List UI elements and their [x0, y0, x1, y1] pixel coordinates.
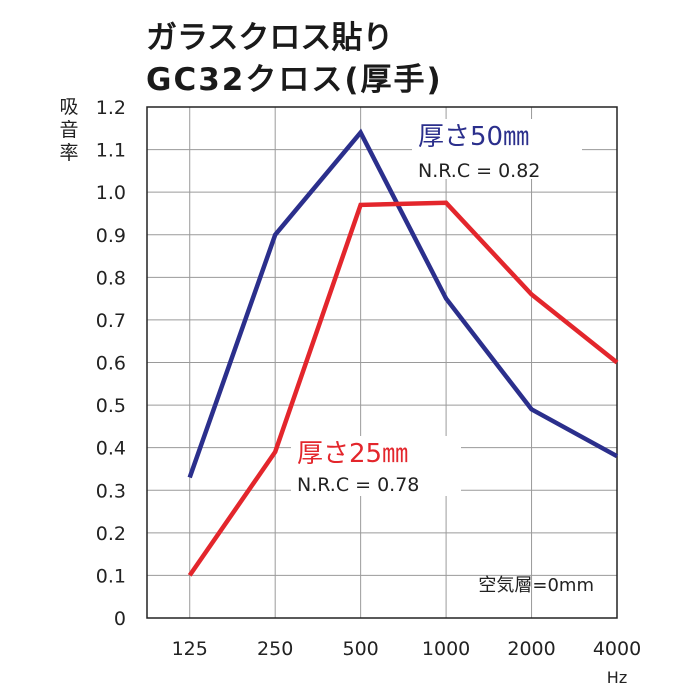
- y-tick-label: 0.1: [96, 565, 126, 587]
- y-tick-label: 0: [114, 608, 126, 630]
- y-tick-label: 0.3: [96, 480, 126, 502]
- series-name-label: 厚さ25㎜: [297, 439, 408, 469]
- series-line-1: [187, 200, 619, 577]
- chart-title-line-1: ガラスクロス貼り: [146, 20, 394, 56]
- y-tick-label: 1.2: [96, 97, 126, 119]
- x-tick-label: 2000: [507, 638, 555, 660]
- series-label-bg: [412, 119, 582, 179]
- y-axis-label: 吸音率: [59, 96, 79, 164]
- series-lines: [187, 128, 619, 577]
- series-name-label: 厚さ50㎜: [418, 122, 529, 152]
- nrc-label: N.R.C = 0.78: [297, 474, 419, 496]
- y-tick-label: 0.5: [96, 395, 126, 417]
- x-tick-label: 4000: [593, 638, 641, 660]
- x-tick-label: 250: [257, 638, 293, 660]
- x-axis-unit: Hz: [607, 668, 627, 687]
- x-tick-label: 125: [172, 638, 208, 660]
- x-tick-labels: 125 250 500 1000 2000 4000 Hz: [172, 638, 642, 687]
- y-tick-label: 0.7: [96, 310, 126, 332]
- series-labels: 厚さ50㎜ N.R.C = 0.82 厚さ25㎜ N.R.C = 0.78 空気層=0m…: [291, 119, 594, 596]
- nrc-label: N.R.C = 0.82: [418, 160, 540, 182]
- y-tick-label: 0.2: [96, 523, 126, 545]
- y-tick-label: 0.4: [96, 438, 126, 460]
- y-tick-label: 1.1: [96, 140, 126, 162]
- y-tick-label: 1.0: [96, 182, 126, 204]
- y-tick-label: 0.9: [96, 225, 126, 247]
- y-tick-labels: 0 0.1 0.2 0.3 0.4 0.5 0.6 0.7 0.8 0.9 1.0 1.1 1.2: [96, 97, 126, 630]
- x-tick-label: 1000: [422, 638, 470, 660]
- series-label-bg: [291, 436, 461, 496]
- y-tick-label: 0.8: [96, 267, 126, 289]
- series-line-0: [187, 128, 619, 479]
- air-layer-note: 空気層=0mm: [478, 575, 594, 596]
- y-tick-label: 0.6: [96, 353, 126, 375]
- x-tick-label: 500: [343, 638, 379, 660]
- chart-title-line-2: GC32クロス(厚手): [146, 62, 443, 98]
- grid-lines: [147, 107, 617, 618]
